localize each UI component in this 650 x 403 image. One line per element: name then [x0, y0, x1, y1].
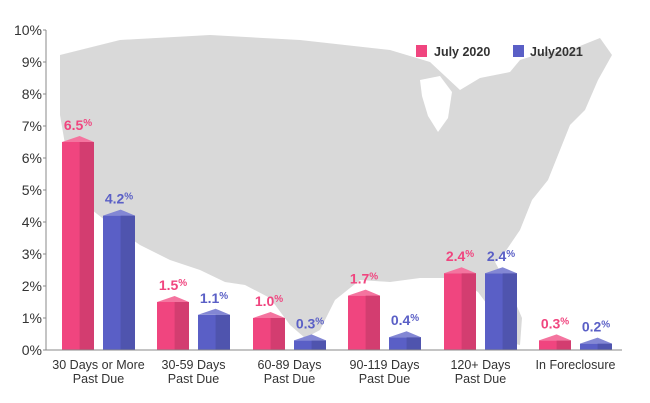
bar-july-2021 — [294, 334, 326, 350]
bar-top-cap — [103, 209, 135, 216]
data-label: 4.2% — [105, 191, 133, 207]
bar-july-2021 — [198, 308, 230, 350]
data-label: 2.4% — [446, 248, 474, 264]
bar-july-2020 — [348, 289, 380, 350]
bar-top-cap — [348, 289, 380, 296]
bars: 6.5%1.5%1.0%1.7%2.4%0.3%4.2%1.1%0.3% 0.4%… — [62, 117, 612, 350]
legend-swatch-july-2021 — [513, 45, 524, 57]
x-tick-label: Past Due — [168, 372, 219, 386]
us-map-silhouette — [60, 35, 612, 345]
y-tick-label: 1% — [22, 310, 42, 326]
data-label: 0.2% — [582, 319, 610, 335]
bar-top-cap — [62, 136, 94, 142]
x-tick-label: 30 Days or More — [52, 358, 144, 372]
y-axis: 0% 1% 2% 3% 4% 5% 6% 7% 8% 9% 10% — [14, 22, 46, 358]
bar-front — [580, 343, 612, 350]
bar-july-2020 — [253, 312, 285, 350]
y-tick-label: 4% — [22, 214, 42, 230]
y-tick-label: 9% — [22, 54, 42, 70]
data-label: 0.4% — [391, 312, 419, 328]
bar-side-shade — [174, 302, 189, 350]
bar-top-cap — [294, 334, 326, 341]
x-tick-label: Past Due — [359, 372, 410, 386]
bar-july-2021 — [580, 337, 612, 350]
bar-top-cap — [389, 331, 421, 338]
bar-july-2021 — [389, 331, 421, 350]
x-tick-label: Past Due — [73, 372, 124, 386]
bar-side-shade — [406, 337, 421, 350]
y-tick-label: 8% — [22, 86, 42, 102]
y-tick-label: 7% — [22, 118, 42, 134]
bar-side-shade — [597, 343, 612, 350]
bar-july-2020 — [157, 296, 189, 350]
bar-side-shade — [556, 340, 571, 350]
data-label: 1.1% — [200, 290, 228, 306]
legend-label-july-2020: July 2020 — [434, 45, 490, 59]
bar-front — [539, 340, 571, 350]
bar-top-cap — [253, 312, 285, 318]
bar-side-shade — [461, 273, 476, 350]
x-tick-label: In Foreclosure — [536, 358, 616, 372]
bar-top-cap — [157, 296, 189, 302]
bar-front — [294, 340, 326, 350]
data-label: 0.3% — [296, 315, 324, 331]
bar-side-shade — [270, 318, 285, 350]
x-tick-label: 120+ Days — [450, 358, 510, 372]
data-label: 1.7% — [350, 271, 378, 287]
x-tick-label: Past Due — [264, 372, 315, 386]
bar-side-shade — [79, 142, 94, 350]
bar-top-cap — [485, 267, 517, 274]
bar-july-2020 — [444, 267, 476, 350]
bar-side-shade — [502, 273, 517, 350]
x-tick-label: 90-119 Days — [350, 358, 420, 372]
bar-july-2020 — [62, 136, 94, 350]
y-tick-label: 2% — [22, 278, 42, 294]
x-tick-label: 30-59 Days — [162, 358, 226, 372]
y-tick-label: 10% — [14, 22, 42, 38]
y-tick-label: 0% — [22, 342, 42, 358]
bar-side-shade — [311, 340, 326, 350]
legend-swatch-july-2020 — [416, 45, 427, 57]
data-label: 0.3% — [541, 315, 569, 331]
bar-top-cap — [198, 308, 230, 315]
legend-label-july-2021: July2021 — [530, 45, 583, 59]
x-tick-label: Past Due — [455, 372, 506, 386]
legend: July 2020 July2021 — [416, 45, 583, 59]
y-tick-label: 5% — [22, 182, 42, 198]
bar-side-shade — [365, 295, 380, 350]
bar-top-cap — [539, 334, 571, 341]
bar-july-2020 — [539, 334, 571, 350]
great-lakes-shape — [420, 76, 452, 132]
y-tick-label: 6% — [22, 150, 42, 166]
data-label: 2.4% — [487, 248, 515, 264]
bar-side-shade — [215, 314, 230, 350]
data-label: 1.5% — [159, 277, 187, 293]
x-tick-label: 60-89 Days — [258, 358, 322, 372]
bar-top-cap — [444, 267, 476, 274]
bar-july-2021 — [485, 267, 517, 350]
bar-july-2021 — [103, 209, 135, 350]
bar-side-shade — [120, 215, 135, 350]
y-tick-label: 3% — [22, 246, 42, 262]
bar-top-cap — [580, 337, 612, 344]
